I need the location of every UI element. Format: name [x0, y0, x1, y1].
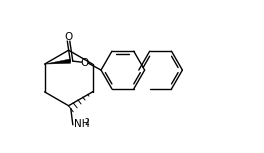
Text: NH: NH: [74, 119, 89, 129]
Polygon shape: [45, 59, 70, 64]
Text: O: O: [80, 58, 88, 68]
Text: O: O: [64, 32, 72, 42]
Text: 2: 2: [84, 118, 89, 127]
